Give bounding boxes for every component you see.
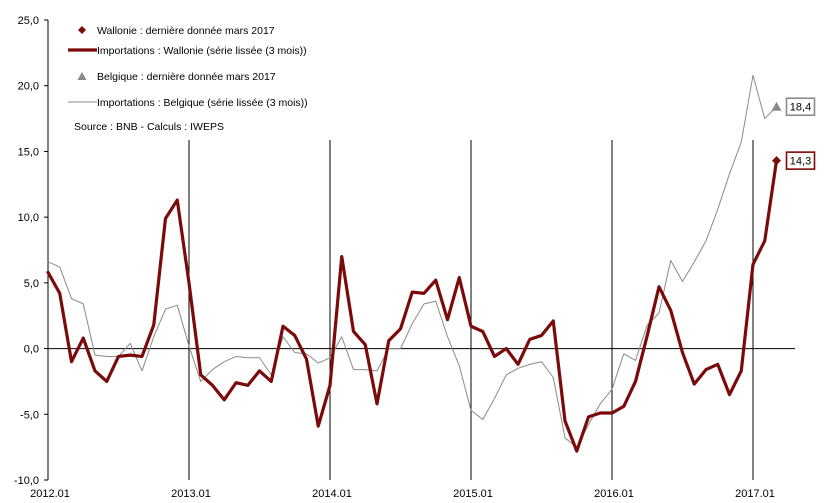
legend-label: Importations : Belgique (série lissée (3… xyxy=(97,97,308,109)
callout-label: 18,4 xyxy=(790,102,811,114)
series-belgique-line xyxy=(47,74,777,448)
x-tick-label: 2015.01 xyxy=(453,488,493,500)
callout-label: 14,3 xyxy=(790,156,811,168)
x-tick-label: 2014.01 xyxy=(312,488,352,500)
series-wallonie-line xyxy=(46,159,779,453)
y-tick-label: -10,0 xyxy=(14,475,39,487)
last-value-triangle-icon xyxy=(771,101,782,111)
x-tick-label: 2017.01 xyxy=(735,488,775,500)
legend-entry-belgique-last: Belgique : dernière donnée mars 2017 xyxy=(77,71,276,83)
y-axis-ticks: 25,0 20,0 15,0 10,0 5,0 0,0 -5,0 -10,0 xyxy=(14,15,48,487)
x-tick-label: 2013.01 xyxy=(171,488,211,500)
y-tick-label: 10,0 xyxy=(18,212,39,224)
source-note: Source : BNB - Calculs : IWEPS xyxy=(74,121,224,133)
y-tick-label: 25,0 xyxy=(18,15,39,27)
legend-entry-belgique-series: Importations : Belgique (série lissée (3… xyxy=(68,97,308,109)
y-tick-label: 5,0 xyxy=(24,278,39,290)
legend-label: Importations : Wallonie (série lissée (3… xyxy=(97,45,307,57)
y-tick-label: 0,0 xyxy=(24,344,39,356)
x-tick-label: 2016.01 xyxy=(594,488,634,500)
legend-entry-wallonie-last: Wallonie : dernière donnée mars 2017 xyxy=(78,25,275,37)
legend-label: Wallonie : dernière donnée mars 2017 xyxy=(97,25,275,37)
series-layer xyxy=(46,74,779,453)
x-tick-label: 2012.01 xyxy=(30,488,70,500)
diamond-icon xyxy=(78,26,86,34)
legend-label: Belgique : dernière donnée mars 2017 xyxy=(97,71,276,83)
callout-box xyxy=(785,151,816,170)
y-tick-label: 15,0 xyxy=(18,146,39,158)
vertical-gridlines xyxy=(188,140,754,480)
x-axis-ticks: 2012.01 2013.01 2014.01 2015.01 2016.01 2017.… xyxy=(30,488,775,500)
legend: Wallonie : dernière donnée mars 2017 Imp… xyxy=(68,25,308,133)
legend-entry-wallonie-series: Importations : Wallonie (série lissée (3… xyxy=(68,45,307,57)
callout-box xyxy=(785,97,816,117)
y-tick-label: -5,0 xyxy=(20,409,39,421)
callouts: 14,3 18,4 xyxy=(771,97,816,170)
last-value-diamond-icon xyxy=(772,156,781,166)
y-tick-label: 20,0 xyxy=(18,81,39,93)
triangle-icon xyxy=(77,72,87,80)
